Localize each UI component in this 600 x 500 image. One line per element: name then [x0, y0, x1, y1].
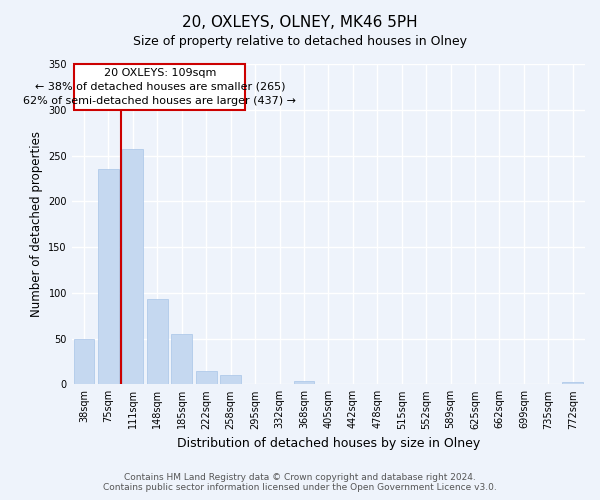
Bar [172, 334, 192, 384]
Text: Size of property relative to detached houses in Olney: Size of property relative to detached ho… [133, 35, 467, 48]
Bar [220, 375, 241, 384]
Text: 20, OXLEYS, OLNEY, MK46 5PH: 20, OXLEYS, OLNEY, MK46 5PH [182, 15, 418, 30]
Bar [196, 370, 217, 384]
Bar [562, 382, 583, 384]
Bar [147, 299, 168, 384]
Y-axis label: Number of detached properties: Number of detached properties [30, 131, 43, 317]
FancyBboxPatch shape [74, 64, 245, 110]
Bar [98, 169, 119, 384]
Text: 20 OXLEYS: 109sqm
← 38% of detached houses are smaller (265)
62% of semi-detache: 20 OXLEYS: 109sqm ← 38% of detached hous… [23, 68, 296, 106]
Bar [74, 338, 94, 384]
Bar [122, 149, 143, 384]
X-axis label: Distribution of detached houses by size in Olney: Distribution of detached houses by size … [177, 437, 480, 450]
Text: Contains HM Land Registry data © Crown copyright and database right 2024.
Contai: Contains HM Land Registry data © Crown c… [103, 473, 497, 492]
Bar [293, 380, 314, 384]
